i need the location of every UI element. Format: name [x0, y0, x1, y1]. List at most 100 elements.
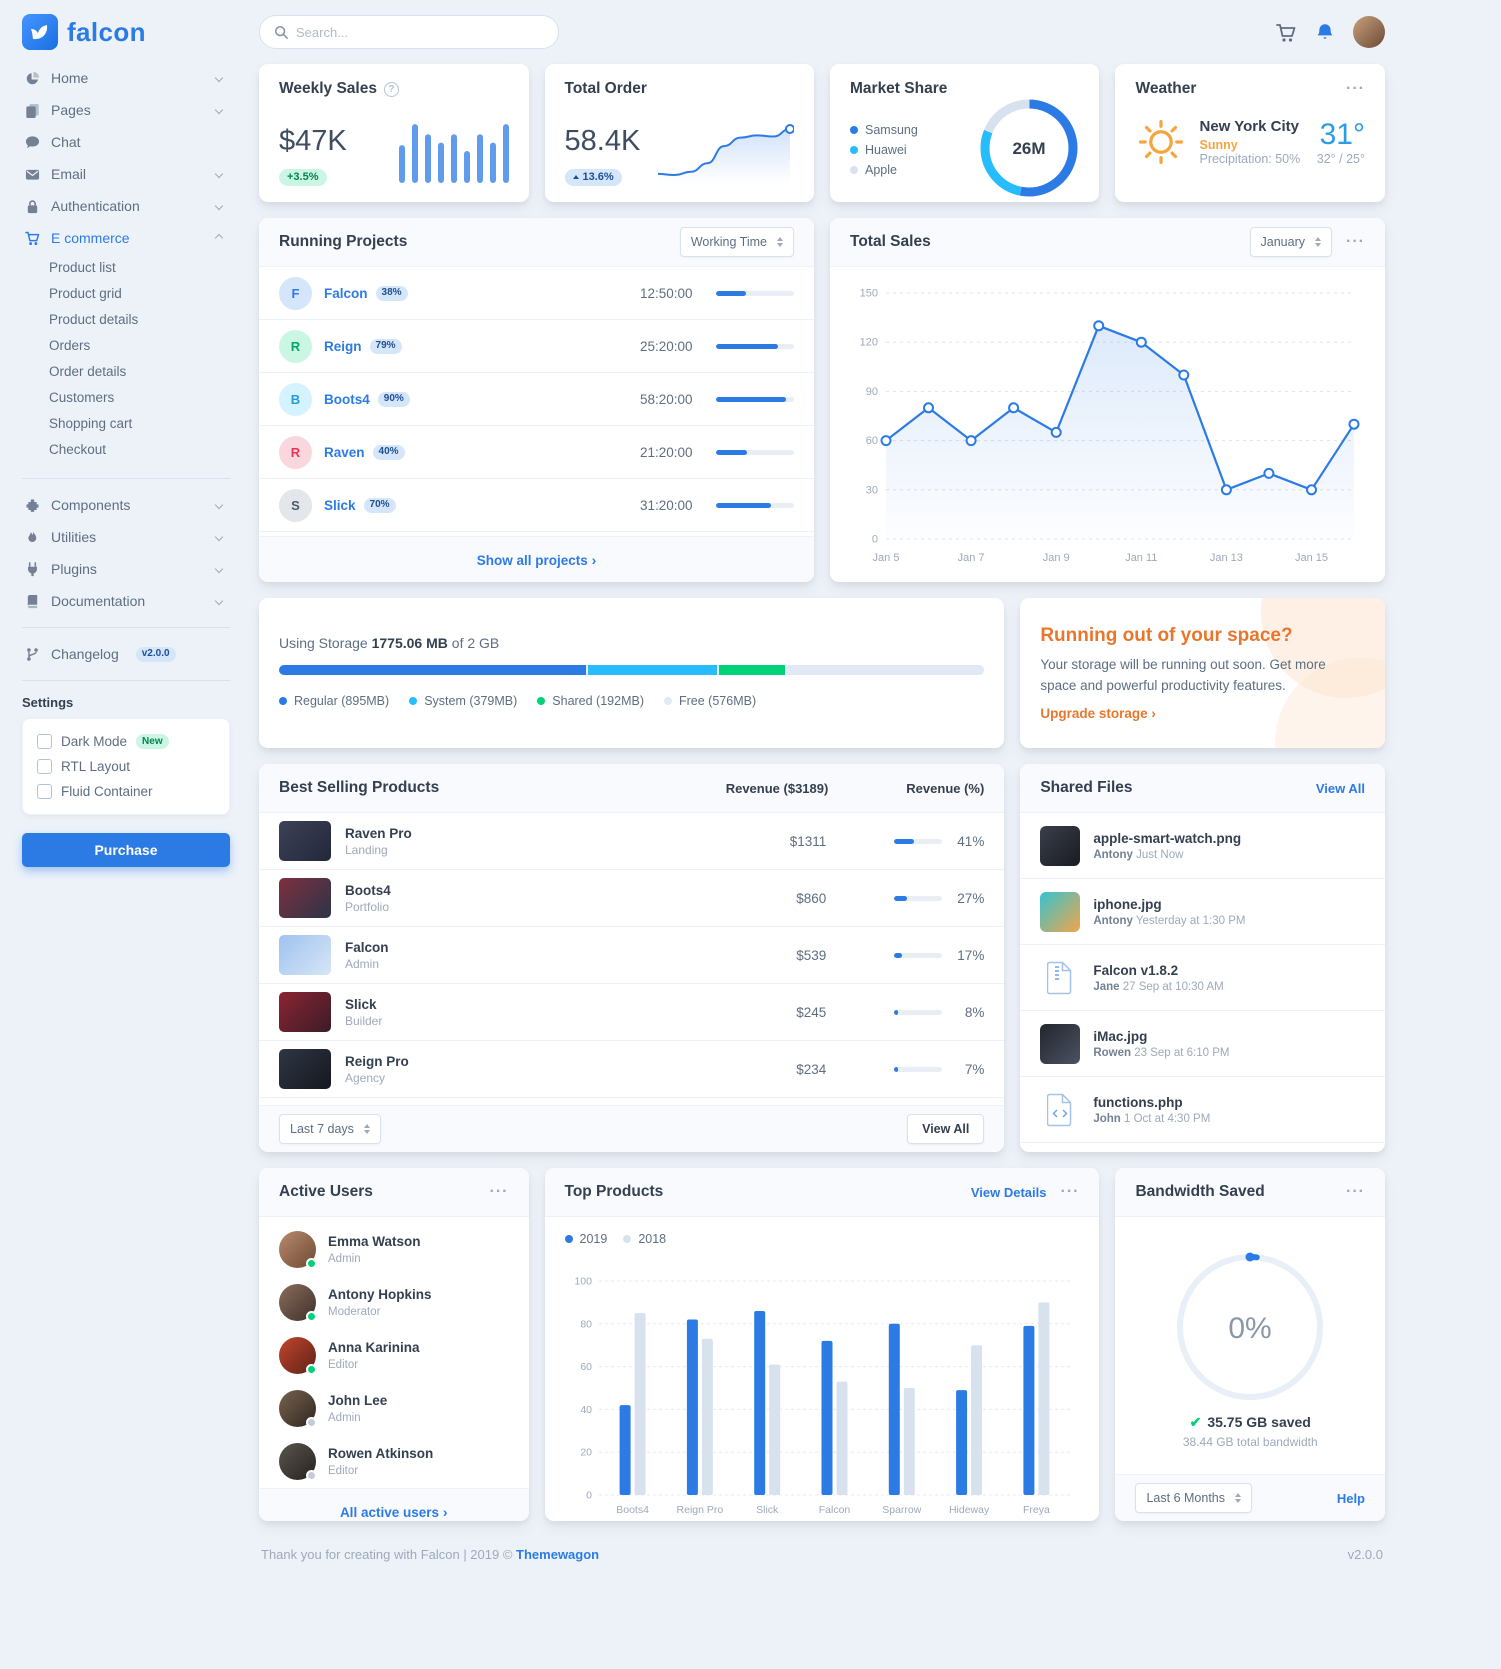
upgrade-storage-link[interactable]: Upgrade storage	[1040, 706, 1365, 721]
project-name-link[interactable]: Reign	[324, 338, 362, 354]
setting-dark-mode[interactable]: Dark Mode New	[37, 729, 215, 754]
storage-total-label: of 2 GB	[451, 635, 500, 651]
product-category: Admin	[345, 956, 380, 971]
plug-icon	[24, 561, 40, 577]
sidebar-item-email[interactable]: Email	[22, 158, 230, 190]
product-name-link[interactable]: Boots4	[345, 882, 391, 898]
view-all-button[interactable]: View All	[907, 1114, 985, 1144]
view-details-link[interactable]: View Details	[970, 1184, 1047, 1200]
product-name-link[interactable]: Slick	[345, 996, 377, 1012]
themewagon-link[interactable]: Themewagon	[516, 1547, 600, 1562]
top-products-card: Top Products View Details 2019 2018 0 20 40…	[544, 1168, 1100, 1521]
sidebar-item-pages[interactable]: Pages	[22, 94, 230, 126]
setting-rtl-layout[interactable]: RTL Layout	[37, 754, 215, 779]
user-avatar[interactable]	[1353, 16, 1385, 48]
sidebar-item-product-list[interactable]: Product list	[49, 259, 116, 275]
project-name-link[interactable]: Falcon	[324, 285, 368, 301]
user-name-link[interactable]: Rowen Atkinson	[328, 1446, 434, 1461]
file-name-link[interactable]: Falcon v1.8.2	[1093, 962, 1179, 978]
product-percent-bar	[894, 952, 943, 958]
search-box[interactable]	[259, 15, 559, 49]
project-percent-badge: 38%	[375, 285, 408, 301]
active-user-row: Antony Hopkins Moderator	[259, 1276, 529, 1329]
user-avatar[interactable]	[279, 1337, 317, 1375]
sidebar-item-product-grid[interactable]: Product grid	[49, 285, 122, 301]
setting-checkbox[interactable]	[37, 784, 52, 799]
sidebar: falcon Home Pages Chat Email Authentication E…	[0, 0, 240, 897]
file-row: Falcon v1.8.2 Jane 27 Sep at 10:30 AM	[1020, 945, 1385, 1011]
help-icon[interactable]	[383, 81, 399, 97]
file-name-link[interactable]: iMac.jpg	[1093, 1028, 1148, 1044]
user-name-link[interactable]: John Lee	[328, 1393, 388, 1408]
user-name-link[interactable]: Emma Watson	[328, 1234, 421, 1249]
market-share-legend: Samsung Huawei Apple	[850, 120, 918, 180]
all-active-users-link[interactable]: All active users	[340, 1504, 448, 1520]
card-title: Shared Files	[1040, 779, 1133, 796]
cart-icon[interactable]	[1275, 22, 1297, 43]
chevron-down-icon	[214, 201, 224, 211]
working-time-select[interactable]: Working Time	[679, 227, 794, 257]
sidebar-item-customers[interactable]: Customers	[49, 389, 115, 405]
search-input[interactable]	[296, 24, 544, 40]
code-branch-icon	[24, 646, 40, 662]
sidebar-item-authentication[interactable]: Authentication	[22, 190, 230, 222]
card-menu-icon[interactable]	[490, 1184, 509, 1200]
brand-logo[interactable]: falcon	[22, 14, 230, 50]
setting-fluid-container[interactable]: Fluid Container	[37, 779, 215, 804]
project-percent-badge: 79%	[369, 338, 402, 354]
view-all-link[interactable]: View All	[1315, 780, 1365, 796]
project-name-link[interactable]: Boots4	[324, 391, 370, 407]
project-name-link[interactable]: Slick	[324, 497, 356, 513]
user-name-link[interactable]: Antony Hopkins	[328, 1287, 432, 1302]
total-order-chart	[654, 117, 795, 186]
user-avatar[interactable]	[279, 1443, 317, 1481]
sidebar-item-documentation[interactable]: Documentation	[22, 585, 230, 617]
sidebar-item-checkout[interactable]: Checkout	[49, 441, 107, 457]
legend-dot-icon	[850, 125, 858, 134]
sidebar-item-shopping-cart[interactable]: Shopping cart	[49, 415, 133, 431]
storage-label: Using Storage	[279, 635, 368, 651]
sidebar-item-home[interactable]: Home	[22, 62, 230, 94]
sidebar-item-utilities[interactable]: Utilities	[22, 521, 230, 553]
project-percent-badge: 40%	[372, 444, 405, 460]
user-avatar[interactable]	[279, 1390, 317, 1428]
card-title: Weather	[1135, 80, 1197, 97]
file-name-link[interactable]: iphone.jpg	[1093, 896, 1162, 912]
setting-checkbox[interactable]	[37, 759, 52, 774]
help-link[interactable]: Help	[1336, 1490, 1365, 1506]
user-name-link[interactable]: Anna Karinina	[328, 1340, 420, 1355]
file-name-link[interactable]: functions.php	[1093, 1094, 1183, 1110]
sidebar-item-order-details[interactable]: Order details	[49, 363, 127, 379]
last-7-days-select[interactable]: Last 7 days	[279, 1114, 381, 1144]
month-select[interactable]: January	[1249, 227, 1333, 257]
purchase-button[interactable]: Purchase	[22, 833, 230, 867]
sidebar-item-chat[interactable]: Chat	[22, 126, 230, 158]
product-name-link[interactable]: Falcon	[345, 939, 389, 955]
file-name-link[interactable]: apple-smart-watch.png	[1093, 830, 1242, 846]
card-menu-icon[interactable]	[1346, 81, 1365, 97]
user-avatar[interactable]	[279, 1231, 317, 1269]
legend-item[interactable]: 2018	[623, 1229, 666, 1249]
card-menu-icon[interactable]	[1346, 1184, 1365, 1200]
sidebar-item-components[interactable]: Components	[22, 489, 230, 521]
product-name-link[interactable]: Reign Pro	[345, 1053, 409, 1069]
card-title: Market Share	[850, 80, 948, 97]
bell-icon[interactable]	[1315, 22, 1335, 43]
warning-body: Your storage will be running out soon. G…	[1040, 657, 1326, 693]
sidebar-item-orders[interactable]: Orders	[49, 337, 91, 353]
last-6-months-select[interactable]: Last 6 Months	[1135, 1483, 1252, 1513]
sidebar-item-product-details[interactable]: Product details	[49, 311, 139, 327]
card-menu-icon[interactable]	[1061, 1184, 1080, 1200]
legend-item[interactable]: 2019	[564, 1229, 607, 1249]
lock-icon	[24, 198, 40, 214]
sidebar-item-plugins[interactable]: Plugins	[22, 553, 230, 585]
card-menu-icon[interactable]	[1346, 234, 1365, 250]
percent-column-header: Revenue (%)	[906, 780, 985, 796]
product-name-link[interactable]: Raven Pro	[345, 825, 412, 841]
project-name-link[interactable]: Raven	[324, 444, 365, 460]
show-all-projects-link[interactable]: Show all projects	[477, 552, 597, 568]
setting-checkbox[interactable]	[37, 734, 52, 749]
sidebar-item-e-commerce[interactable]: E commerce	[22, 222, 230, 254]
user-avatar[interactable]	[279, 1284, 317, 1322]
sidebar-item-changelog[interactable]: Changelog v2.0.0	[22, 638, 230, 670]
